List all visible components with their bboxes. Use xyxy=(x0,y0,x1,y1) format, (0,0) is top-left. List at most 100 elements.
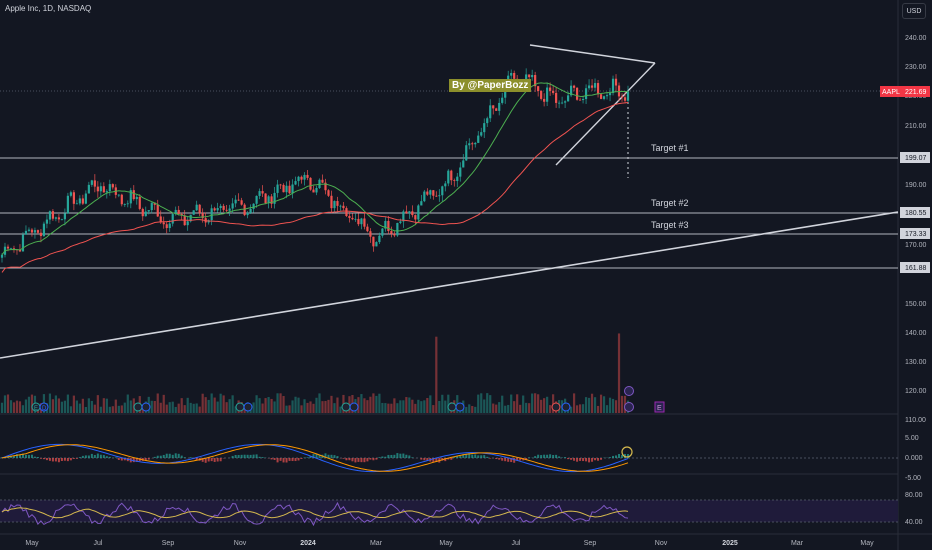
candle-body xyxy=(162,222,165,225)
volume-bar xyxy=(620,395,624,413)
macd-histogram-bar xyxy=(519,458,522,461)
volume-bar xyxy=(336,397,339,413)
upcoming-split-marker[interactable] xyxy=(624,402,634,412)
price-label-box xyxy=(900,207,930,218)
triangle-lower-line[interactable] xyxy=(555,62,656,166)
earnings-marker[interactable] xyxy=(341,402,351,412)
macd-histogram-bar xyxy=(249,454,252,458)
volume-bar xyxy=(105,398,108,413)
candle-body xyxy=(255,195,258,204)
sma-short-line xyxy=(1,82,629,256)
time-tick: Nov xyxy=(234,540,247,547)
volume-bar xyxy=(309,401,312,413)
triangle-upper-line[interactable] xyxy=(529,44,656,64)
volume-bar xyxy=(393,398,396,413)
price-tick: 120.00 xyxy=(905,388,927,395)
time-tick-year: 2024 xyxy=(300,540,316,547)
macd-histogram-bar xyxy=(255,454,258,458)
price-axis[interactable]: 240.00 230.00 220.00 210.00 199.07 190.0… xyxy=(880,35,930,526)
volume-bar xyxy=(596,405,600,413)
macd-histogram-bar xyxy=(405,454,408,458)
macd-histogram-bar xyxy=(375,458,378,460)
upcoming-dividend-marker[interactable] xyxy=(624,386,634,396)
candle-body xyxy=(165,224,168,229)
author-watermark: By @PaperBozz xyxy=(449,79,532,92)
currency-button[interactable]: USD xyxy=(902,3,926,19)
candle-body xyxy=(578,99,582,101)
volume-bar xyxy=(48,393,52,413)
trend-line-support[interactable] xyxy=(0,211,899,359)
volume-bar xyxy=(537,394,540,413)
macd-histogram-bar xyxy=(219,458,222,462)
volume-bar xyxy=(540,399,543,413)
candle-body xyxy=(297,176,300,182)
volume-bar xyxy=(411,399,414,413)
candle-body xyxy=(492,105,495,109)
candle-body xyxy=(117,194,120,196)
macd-histogram-bar xyxy=(162,454,165,458)
earnings-marker[interactable] xyxy=(133,402,143,412)
candle-body xyxy=(321,179,324,183)
candle-body xyxy=(309,177,312,190)
volume-bar xyxy=(471,406,474,413)
candle-body xyxy=(399,221,402,223)
macd-histogram-bar xyxy=(231,455,234,458)
dividend-marker[interactable] xyxy=(349,402,359,412)
macd-histogram-bar xyxy=(576,458,579,462)
dividend-marker[interactable] xyxy=(561,402,571,412)
volume-bar xyxy=(288,405,291,413)
candle-body xyxy=(96,186,99,192)
candle-body xyxy=(129,190,132,204)
volume-bar xyxy=(426,397,429,413)
candle-body xyxy=(540,91,543,99)
dividend-marker[interactable] xyxy=(141,402,151,412)
candle-body xyxy=(285,185,288,193)
candle-body xyxy=(30,229,34,233)
volume-bar xyxy=(222,395,225,413)
target-1-label: Target #1 xyxy=(651,143,689,153)
candle-body xyxy=(291,184,294,194)
candle-body xyxy=(60,219,64,221)
candle-body xyxy=(369,231,372,237)
earnings-marker[interactable] xyxy=(551,402,561,412)
target-2-label: Target #2 xyxy=(651,198,689,208)
symbol-title[interactable]: Apple Inc, 1D, NASDAQ xyxy=(5,4,92,13)
volume-bar xyxy=(261,403,264,413)
dividend-marker[interactable] xyxy=(243,402,253,412)
rsi-tick: 80.00 xyxy=(905,492,923,499)
volume-bar xyxy=(468,404,471,413)
macd-histogram-bar xyxy=(309,456,312,458)
candle-body xyxy=(581,99,585,101)
candle-body xyxy=(12,248,16,250)
candle-body xyxy=(599,94,603,99)
candle-body xyxy=(596,83,600,95)
candle-body xyxy=(66,195,69,214)
volume-bar xyxy=(486,393,489,413)
macd-histogram-bar xyxy=(45,458,48,461)
volume-bar xyxy=(429,395,432,413)
dividend-marker[interactable] xyxy=(455,402,465,412)
candle-body xyxy=(18,249,22,252)
macd-histogram-bar xyxy=(69,458,72,461)
macd-histogram-bar xyxy=(552,454,555,458)
candle-body xyxy=(590,85,594,88)
candle-body xyxy=(435,195,438,197)
volume-bar xyxy=(120,405,123,413)
earnings-marker[interactable] xyxy=(447,402,457,412)
dividend-marker[interactable] xyxy=(39,402,49,412)
earnings-marker[interactable] xyxy=(235,402,245,412)
candle-body xyxy=(33,230,37,233)
upcoming-earnings-marker[interactable] xyxy=(654,401,665,413)
macd-histogram-bar xyxy=(177,453,180,458)
candle-body xyxy=(495,108,498,111)
candle-body xyxy=(393,233,396,236)
macd-histogram-bar xyxy=(189,457,192,458)
time-axis[interactable]: May Jul Sep Nov 2024 Mar May Jul Sep Nov… xyxy=(25,540,874,547)
volume-bar xyxy=(117,405,120,413)
event-markers[interactable]: E D E xyxy=(31,386,665,413)
volume-bar xyxy=(611,398,615,413)
candle-body xyxy=(147,210,150,212)
rsi-line xyxy=(1,501,629,527)
volume-bar xyxy=(54,395,58,413)
candle-body xyxy=(572,85,576,88)
